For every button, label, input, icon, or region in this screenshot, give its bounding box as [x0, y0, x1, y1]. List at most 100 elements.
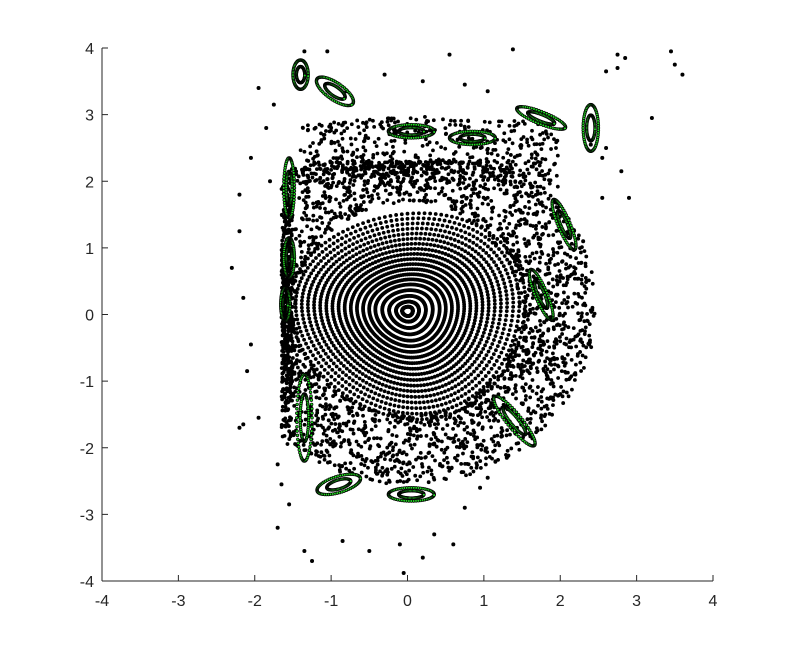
chaotic-point [510, 363, 515, 368]
invariant-circle-point [405, 383, 410, 388]
invariant-circle-point [318, 309, 323, 314]
invariant-circle-point [479, 360, 484, 365]
invariant-circle-point [352, 236, 356, 240]
invariant-circle-point [480, 312, 484, 317]
chaotic-point [483, 409, 488, 414]
chaotic-point [538, 323, 543, 327]
chaotic-point [302, 210, 307, 215]
invariant-circle-point [416, 211, 421, 216]
chaotic-point [466, 396, 471, 401]
invariant-circle-point [437, 217, 442, 222]
chaotic-point [458, 441, 463, 446]
invariant-circle-point [394, 248, 399, 253]
chaotic-point [508, 432, 512, 437]
chaotic-point [536, 397, 541, 402]
invariant-circle-point [355, 240, 360, 245]
chaotic-point [429, 199, 434, 204]
chaotic-point [578, 337, 583, 342]
chaotic-point [518, 208, 523, 213]
chaotic-point [333, 427, 337, 432]
chaotic-point [490, 410, 494, 415]
invariant-circle-point [358, 244, 363, 249]
invariant-circle-point [339, 361, 343, 365]
invariant-circle-point [397, 238, 401, 242]
invariant-circle-point [321, 374, 326, 379]
invariant-circle-point [294, 294, 299, 299]
chaotic-point [296, 344, 301, 349]
chaotic-point [498, 226, 502, 231]
chaotic-point [582, 249, 587, 254]
chaotic-point [475, 218, 480, 223]
invariant-circle-point [420, 417, 424, 422]
chaotic-point [303, 356, 308, 361]
chaotic-point [515, 240, 520, 245]
chaotic-point [511, 170, 515, 175]
invariant-circle-point [498, 313, 503, 318]
chaotic-point [516, 219, 521, 224]
chaotic-point [303, 388, 308, 392]
chaotic-point [517, 326, 522, 331]
invariant-circle-point [482, 367, 486, 371]
invariant-circle-point [517, 309, 521, 314]
chaotic-point [543, 423, 548, 428]
chaotic-point [537, 328, 542, 333]
invariant-circle-point [396, 233, 401, 237]
chaotic-point [298, 240, 303, 245]
chaotic-point [412, 433, 416, 438]
chaotic-point [408, 443, 413, 448]
invariant-circle-point [498, 297, 503, 302]
chaotic-point [555, 292, 560, 297]
chaotic-point [327, 407, 331, 412]
invariant-circle-point [502, 254, 507, 258]
invariant-circle-point [515, 319, 520, 324]
chaotic-point [469, 465, 474, 470]
chaotic-point [584, 345, 589, 350]
chaotic-point [344, 466, 349, 471]
invariant-circle-point [306, 299, 310, 304]
chaotic-point [514, 252, 519, 257]
chaotic-point [431, 442, 435, 447]
invariant-circle-point [484, 363, 489, 368]
invariant-circle-point [486, 296, 491, 300]
chaotic-point [301, 217, 305, 222]
chaotic-point [547, 258, 552, 263]
chaotic-point [337, 434, 342, 439]
invariant-circle-point [463, 377, 468, 382]
chaotic-point [580, 273, 585, 278]
chaotic-point [546, 233, 551, 238]
chaotic-point [523, 241, 528, 246]
chaotic-point [528, 416, 533, 421]
chaotic-point [377, 479, 382, 484]
invariant-circle-point [391, 228, 396, 233]
chaotic-point [290, 356, 295, 360]
invariant-circle-point [343, 246, 348, 251]
invariant-circle-point [377, 381, 382, 386]
chaotic-point [524, 394, 528, 398]
invariant-circle-point [424, 417, 429, 421]
invariant-circle-point [327, 244, 332, 249]
invariant-circle-point [413, 395, 418, 399]
invariant-circle-point [519, 330, 524, 335]
chaotic-point [523, 254, 528, 259]
chaotic-point [432, 422, 437, 427]
chaotic-point [480, 425, 485, 430]
chaotic-point [514, 396, 518, 401]
invariant-circle-point [405, 232, 410, 236]
chaotic-point [580, 245, 584, 250]
chaotic-point [331, 180, 336, 185]
invariant-circle-point [347, 244, 352, 249]
invariant-circle-point [300, 313, 305, 317]
chaotic-point [297, 349, 302, 353]
invariant-circle-point [455, 216, 460, 220]
invariant-circle-point [396, 404, 401, 409]
chaotic-point [560, 332, 565, 336]
invariant-circle-point [392, 380, 397, 385]
invariant-circle-point [371, 396, 376, 401]
invariant-circle-point [471, 234, 476, 239]
invariant-circle-point [484, 339, 489, 344]
chaotic-point [415, 436, 419, 441]
chaotic-point [440, 414, 444, 419]
chaotic-point [401, 461, 406, 466]
invariant-circle-point [390, 391, 395, 396]
